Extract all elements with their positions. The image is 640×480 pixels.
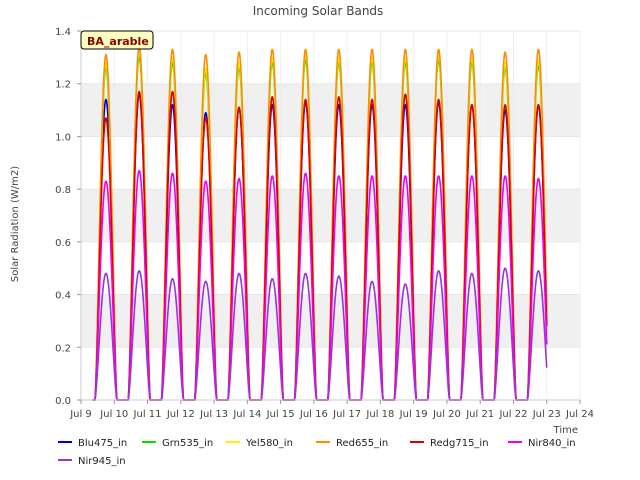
x-tick-label: Jul 21	[465, 409, 494, 420]
grid-band	[81, 189, 580, 242]
x-tick-label: Jul 23	[532, 409, 561, 420]
legend-label-nir840_in: Nir840_in	[528, 438, 576, 449]
y-tick-label: 0.4	[55, 291, 71, 302]
x-tick-label: Jul 20	[432, 409, 461, 420]
legend-label-grn535_in: Grn535_in	[162, 438, 213, 449]
y-tick-label: 0.6	[55, 238, 71, 249]
site-badge-box	[80, 30, 154, 50]
x-tick-label: Jul 11	[133, 409, 162, 420]
site-badge: BA_arable	[80, 30, 154, 50]
y-tick-label: 0.2	[55, 343, 71, 354]
y-tick-label: 1.4	[55, 27, 71, 38]
x-tick-label: Jul 13	[199, 409, 228, 420]
legend-label-yel580_in: Yel580_in	[245, 438, 293, 449]
y-tick-label: 1.2	[55, 80, 71, 91]
x-tick-label: Jul 14	[232, 409, 261, 420]
y-axis-label: Solar Radiation (W/m2)	[10, 166, 21, 282]
x-tick-label: Jul 16	[299, 409, 328, 420]
axes	[80, 31, 580, 401]
legend: Blu475_in Grn535_in Yel580_in Red655_in Redg…	[58, 438, 576, 467]
y-tick-label: 1.0	[55, 132, 71, 143]
x-tick-label: Jul 12	[166, 409, 195, 420]
chart-title: Incoming Solar Bands	[253, 4, 384, 18]
legend-label-blu475_in: Blu475_in	[78, 438, 127, 449]
x-axis-ticks: Jul 9 Jul 10 Jul 11 Jul 12 Jul 13 Jul 14 Jul 1…	[69, 400, 594, 420]
x-tick-label: Jul 19	[399, 409, 428, 420]
legend-label-nir945_in: Nir945_in	[78, 456, 126, 467]
y-axis-ticks: 0.0 0.2 0.4 0.6 0.8 1.0 1.2 1.4	[55, 27, 81, 407]
x-axis-label: Time	[553, 425, 578, 436]
x-tick-label: Jul 9	[69, 409, 92, 420]
x-tick-label: Jul 10	[99, 409, 128, 420]
x-tick-label: Jul 22	[498, 409, 527, 420]
legend-label-red655_in: Red655_in	[336, 438, 388, 449]
x-tick-label: Jul 15	[266, 409, 295, 420]
x-tick-label: Jul 18	[365, 409, 394, 420]
y-tick-label: 0.8	[55, 185, 71, 196]
legend-label-redg715_in: Redg715_in	[430, 438, 489, 449]
grid-band	[81, 83, 580, 137]
x-tick-label: Jul 17	[332, 409, 361, 420]
site-badge-label: BA_arable	[87, 35, 149, 48]
y-tick-label: 0.0	[55, 396, 71, 407]
x-tick-label: Jul 24	[565, 409, 594, 420]
